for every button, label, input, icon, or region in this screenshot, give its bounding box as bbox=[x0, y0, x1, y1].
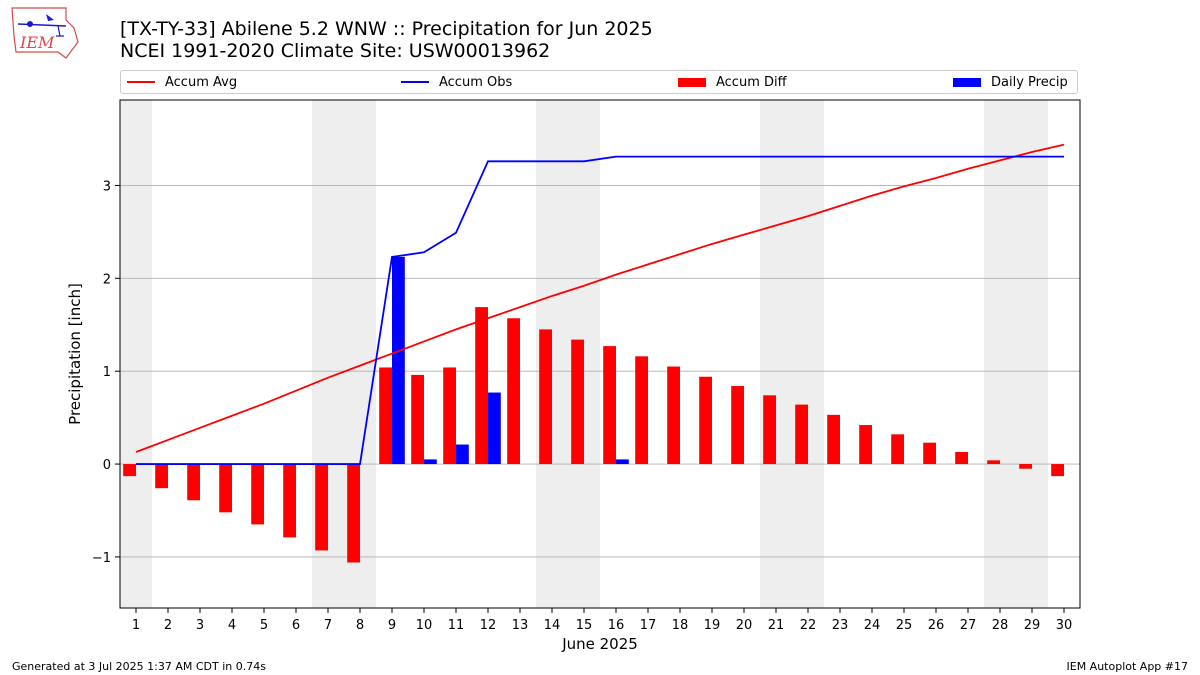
accum-diff-bar bbox=[155, 464, 168, 489]
accum-diff-bar bbox=[1019, 464, 1032, 469]
y-tick-label: 3 bbox=[103, 179, 111, 194]
x-tick-label: 22 bbox=[800, 618, 817, 633]
y-tick-label: 1 bbox=[103, 365, 111, 380]
accum-diff-bar bbox=[603, 346, 616, 465]
accum-diff-bar bbox=[475, 307, 488, 465]
daily-precip-bar bbox=[456, 444, 469, 465]
accum-diff-bar bbox=[763, 395, 776, 465]
chart-title: [TX-TY-33] Abilene 5.2 WNW :: Precipitat… bbox=[120, 18, 653, 40]
legend-label-accum-obs: Accum Obs bbox=[439, 74, 513, 90]
footer-app: IEM Autoplot App #17 bbox=[1066, 660, 1189, 673]
accum-diff-bar bbox=[667, 366, 680, 465]
accum-diff-bar bbox=[251, 464, 264, 525]
accum-diff-bar bbox=[635, 356, 648, 465]
x-tick-label: 21 bbox=[768, 618, 785, 633]
daily-precip-bar bbox=[392, 256, 405, 465]
y-axis-label: Precipitation [inch] bbox=[66, 283, 84, 425]
x-tick-label: 17 bbox=[640, 618, 657, 633]
x-tick-label: 5 bbox=[260, 618, 268, 633]
accum-diff-bar bbox=[411, 374, 424, 465]
x-tick-label: 23 bbox=[832, 618, 849, 633]
accum-diff-bar bbox=[379, 367, 392, 465]
accum-diff-bar bbox=[923, 442, 936, 465]
accum-diff-bar bbox=[1051, 464, 1064, 477]
x-axis-label: June 2025 bbox=[561, 635, 638, 653]
daily-precip-bar bbox=[424, 459, 437, 465]
x-tick-label: 1 bbox=[132, 618, 140, 633]
logo-text: IEM bbox=[19, 33, 55, 52]
accum-diff-bar bbox=[571, 339, 584, 465]
accum-diff-bar bbox=[443, 367, 456, 465]
x-tick-label: 9 bbox=[388, 618, 396, 633]
accum-diff-bar bbox=[795, 404, 808, 465]
x-tick-label: 11 bbox=[448, 618, 465, 633]
daily-precip-bar bbox=[488, 392, 501, 465]
accum-diff-bar bbox=[315, 464, 328, 551]
x-tick-label: 13 bbox=[512, 618, 529, 633]
x-tick-label: 27 bbox=[960, 618, 977, 633]
accum-avg-line bbox=[135, 143, 1065, 453]
accum-diff-bar bbox=[699, 376, 712, 465]
accum-diff-bar bbox=[187, 464, 200, 501]
x-tick-label: 29 bbox=[1024, 618, 1041, 633]
x-tick-label: 18 bbox=[672, 618, 689, 633]
iem-logo: IEM bbox=[11, 7, 79, 59]
accum-diff-bar bbox=[507, 318, 520, 465]
x-tick-label: 10 bbox=[416, 618, 433, 633]
x-tick-label: 2 bbox=[164, 618, 172, 633]
legend-label-accum-avg: Accum Avg bbox=[165, 74, 238, 90]
weekend-band bbox=[760, 100, 824, 608]
legend-item-daily-precip: Daily Precip bbox=[953, 71, 1068, 93]
legend-swatch-accum-diff bbox=[678, 77, 706, 87]
accum-diff-bar bbox=[955, 451, 968, 465]
daily-precip-bar bbox=[616, 459, 629, 465]
accum-diff-bar bbox=[987, 460, 1000, 465]
accum-diff-bar bbox=[731, 386, 744, 465]
x-tick-label: 20 bbox=[736, 618, 753, 633]
legend-label-daily-precip: Daily Precip bbox=[991, 74, 1068, 90]
y-tick-label: 2 bbox=[103, 272, 111, 287]
legend-item-accum-obs: Accum Obs bbox=[401, 71, 512, 93]
accum-diff-bar bbox=[539, 329, 552, 465]
legend-item-accum-avg: Accum Avg bbox=[127, 71, 237, 93]
accum-diff-bar bbox=[891, 434, 904, 465]
plot-frame bbox=[119, 99, 1081, 609]
weekend-band bbox=[120, 100, 152, 608]
y-tick-label: −1 bbox=[92, 551, 111, 566]
x-tick-label: 30 bbox=[1056, 618, 1073, 633]
legend-swatch-daily-precip bbox=[953, 77, 981, 87]
legend: Accum Avg Accum Obs Accum Diff Daily Pre… bbox=[120, 70, 1078, 94]
accum-diff-bar bbox=[827, 414, 840, 465]
x-tick-label: 7 bbox=[324, 618, 332, 633]
accum-diff-bar bbox=[123, 464, 136, 477]
chart-subtitle: NCEI 1991-2020 Climate Site: USW00013962 bbox=[120, 40, 551, 62]
x-tick-label: 14 bbox=[544, 618, 561, 633]
legend-item-accum-diff: Accum Diff bbox=[678, 71, 787, 93]
x-tick-label: 12 bbox=[480, 618, 497, 633]
accum-obs-line bbox=[136, 155, 1064, 465]
x-tick-label: 28 bbox=[992, 618, 1009, 633]
legend-label-accum-diff: Accum Diff bbox=[716, 74, 787, 90]
legend-swatch-accum-obs bbox=[401, 81, 429, 83]
x-tick-label: 19 bbox=[704, 618, 721, 633]
x-tick-label: 15 bbox=[576, 618, 593, 633]
x-tick-label: 24 bbox=[864, 618, 881, 633]
accum-diff-bar bbox=[219, 464, 232, 513]
legend-swatch-accum-avg bbox=[127, 81, 155, 83]
x-tick-label: 6 bbox=[292, 618, 300, 633]
accum-diff-bar bbox=[283, 464, 296, 538]
x-tick-label: 25 bbox=[896, 618, 913, 633]
x-tick-label: 16 bbox=[608, 618, 625, 633]
accum-diff-bar bbox=[859, 425, 872, 465]
x-tick-label: 8 bbox=[356, 618, 364, 633]
weekend-band bbox=[984, 100, 1048, 608]
y-tick-label: 0 bbox=[103, 458, 111, 473]
accum-diff-bar bbox=[347, 464, 360, 563]
x-tick-label: 3 bbox=[196, 618, 204, 633]
footer-generated: Generated at 3 Jul 2025 1:37 AM CDT in 0… bbox=[12, 660, 266, 673]
x-tick-label: 26 bbox=[928, 618, 945, 633]
x-tick-label: 4 bbox=[228, 618, 236, 633]
